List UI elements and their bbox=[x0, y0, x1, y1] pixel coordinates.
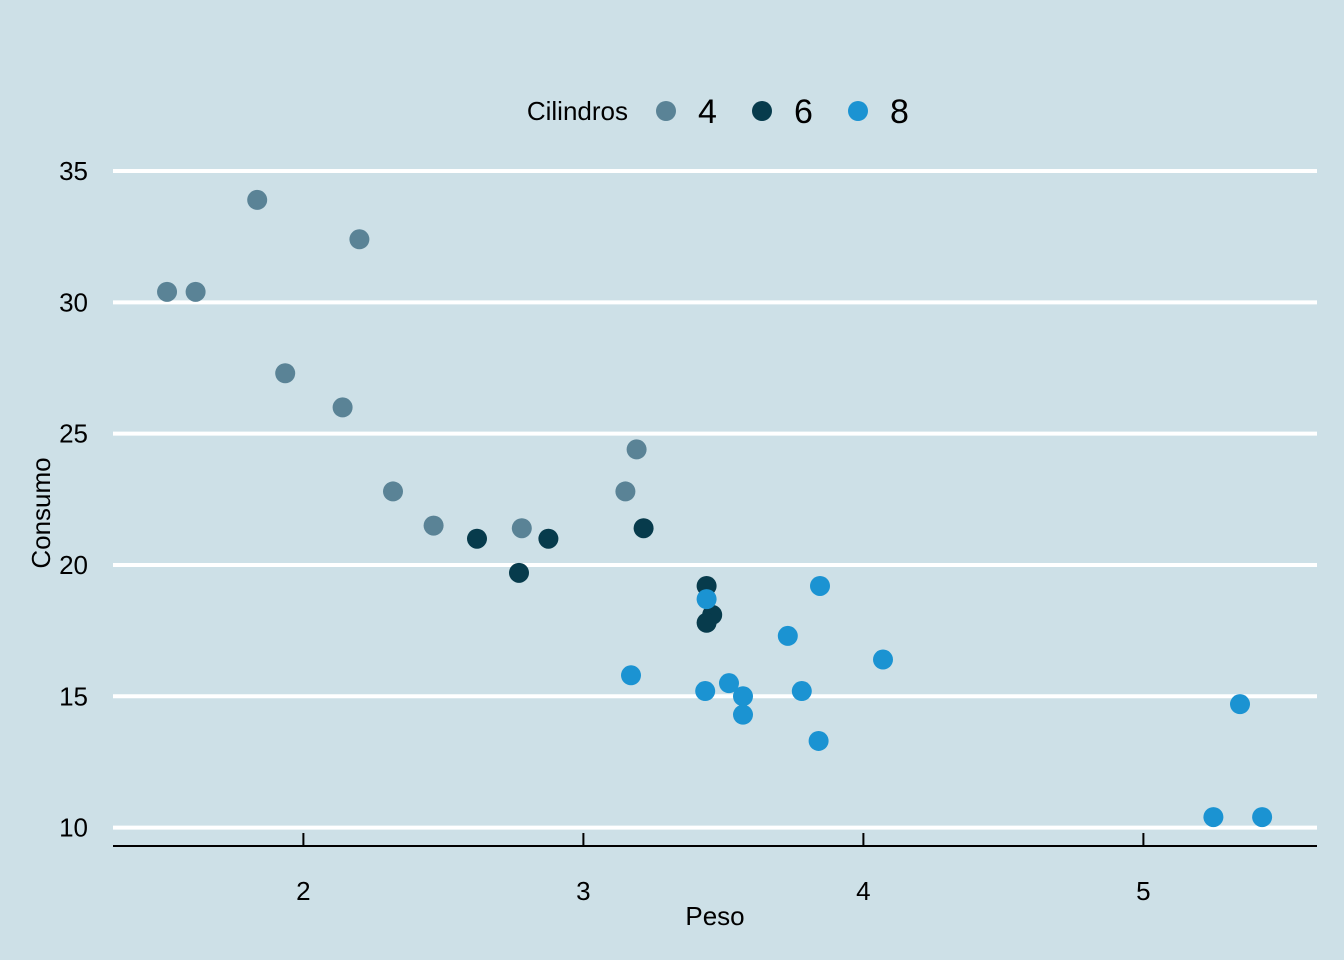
y-axis-title: Consumo bbox=[26, 457, 56, 568]
data-point-cyl-6 bbox=[633, 518, 654, 539]
legend: Cilindros 4 6 8 bbox=[527, 93, 909, 131]
y-tick-label: 15 bbox=[59, 681, 88, 711]
data-point-cyl-8 bbox=[695, 681, 716, 702]
data-point-cyl-6 bbox=[696, 612, 717, 633]
data-point-cyl-8 bbox=[733, 704, 753, 725]
x-tick-label: 4 bbox=[856, 876, 870, 906]
data-point-cyl-4 bbox=[157, 281, 178, 302]
data-point-cyl-4 bbox=[275, 363, 296, 384]
data-point-cyl-8 bbox=[777, 625, 798, 646]
data-point-cyl-4 bbox=[349, 229, 370, 250]
data-point-cyl-8 bbox=[1230, 694, 1250, 715]
data-point-cyl-8 bbox=[621, 665, 641, 686]
legend-label: 4 bbox=[698, 93, 717, 131]
data-point-cyl-4 bbox=[332, 397, 353, 418]
legend-title: Cilindros bbox=[527, 96, 628, 126]
legend-key-4 bbox=[656, 101, 676, 121]
axes: 10 15 20 25 30 35 2 3 4 5 bbox=[59, 156, 1317, 906]
x-tick-label: 2 bbox=[296, 876, 310, 906]
y-tick-label: 25 bbox=[59, 419, 88, 449]
legend-key-8 bbox=[848, 101, 868, 121]
gridlines bbox=[113, 169, 1317, 830]
data-point-cyl-8 bbox=[696, 589, 717, 610]
data-points bbox=[157, 189, 1273, 828]
data-point-cyl-6 bbox=[538, 528, 559, 549]
y-tick-label: 10 bbox=[59, 813, 88, 843]
data-point-cyl-6 bbox=[467, 528, 487, 549]
data-point-cyl-8 bbox=[873, 649, 893, 670]
data-point-cyl-8 bbox=[1252, 807, 1273, 828]
data-point-cyl-4 bbox=[511, 518, 532, 539]
data-point-cyl-4 bbox=[626, 439, 647, 460]
x-tick-label: 3 bbox=[576, 876, 590, 906]
data-point-cyl-8 bbox=[719, 673, 739, 694]
legend-label: 6 bbox=[794, 93, 813, 131]
data-point-cyl-8 bbox=[733, 686, 753, 707]
data-point-cyl-4 bbox=[615, 481, 636, 502]
data-point-cyl-4 bbox=[383, 481, 403, 502]
y-tick-label: 30 bbox=[59, 287, 88, 317]
data-point-cyl-4 bbox=[423, 515, 444, 536]
x-tick-label: 5 bbox=[1136, 876, 1150, 906]
y-tick-label: 35 bbox=[59, 156, 88, 186]
legend-key-6 bbox=[752, 101, 772, 121]
data-point-cyl-6 bbox=[509, 562, 529, 583]
legend-label: 8 bbox=[890, 93, 909, 131]
data-point-cyl-8 bbox=[1203, 807, 1224, 828]
data-point-cyl-8 bbox=[810, 575, 830, 596]
x-axis-title: Peso bbox=[685, 901, 744, 931]
y-tick-label: 20 bbox=[59, 550, 88, 580]
data-point-cyl-4 bbox=[247, 189, 268, 210]
data-point-cyl-8 bbox=[808, 730, 829, 751]
data-point-cyl-8 bbox=[791, 681, 812, 702]
data-point-cyl-4 bbox=[185, 281, 206, 302]
